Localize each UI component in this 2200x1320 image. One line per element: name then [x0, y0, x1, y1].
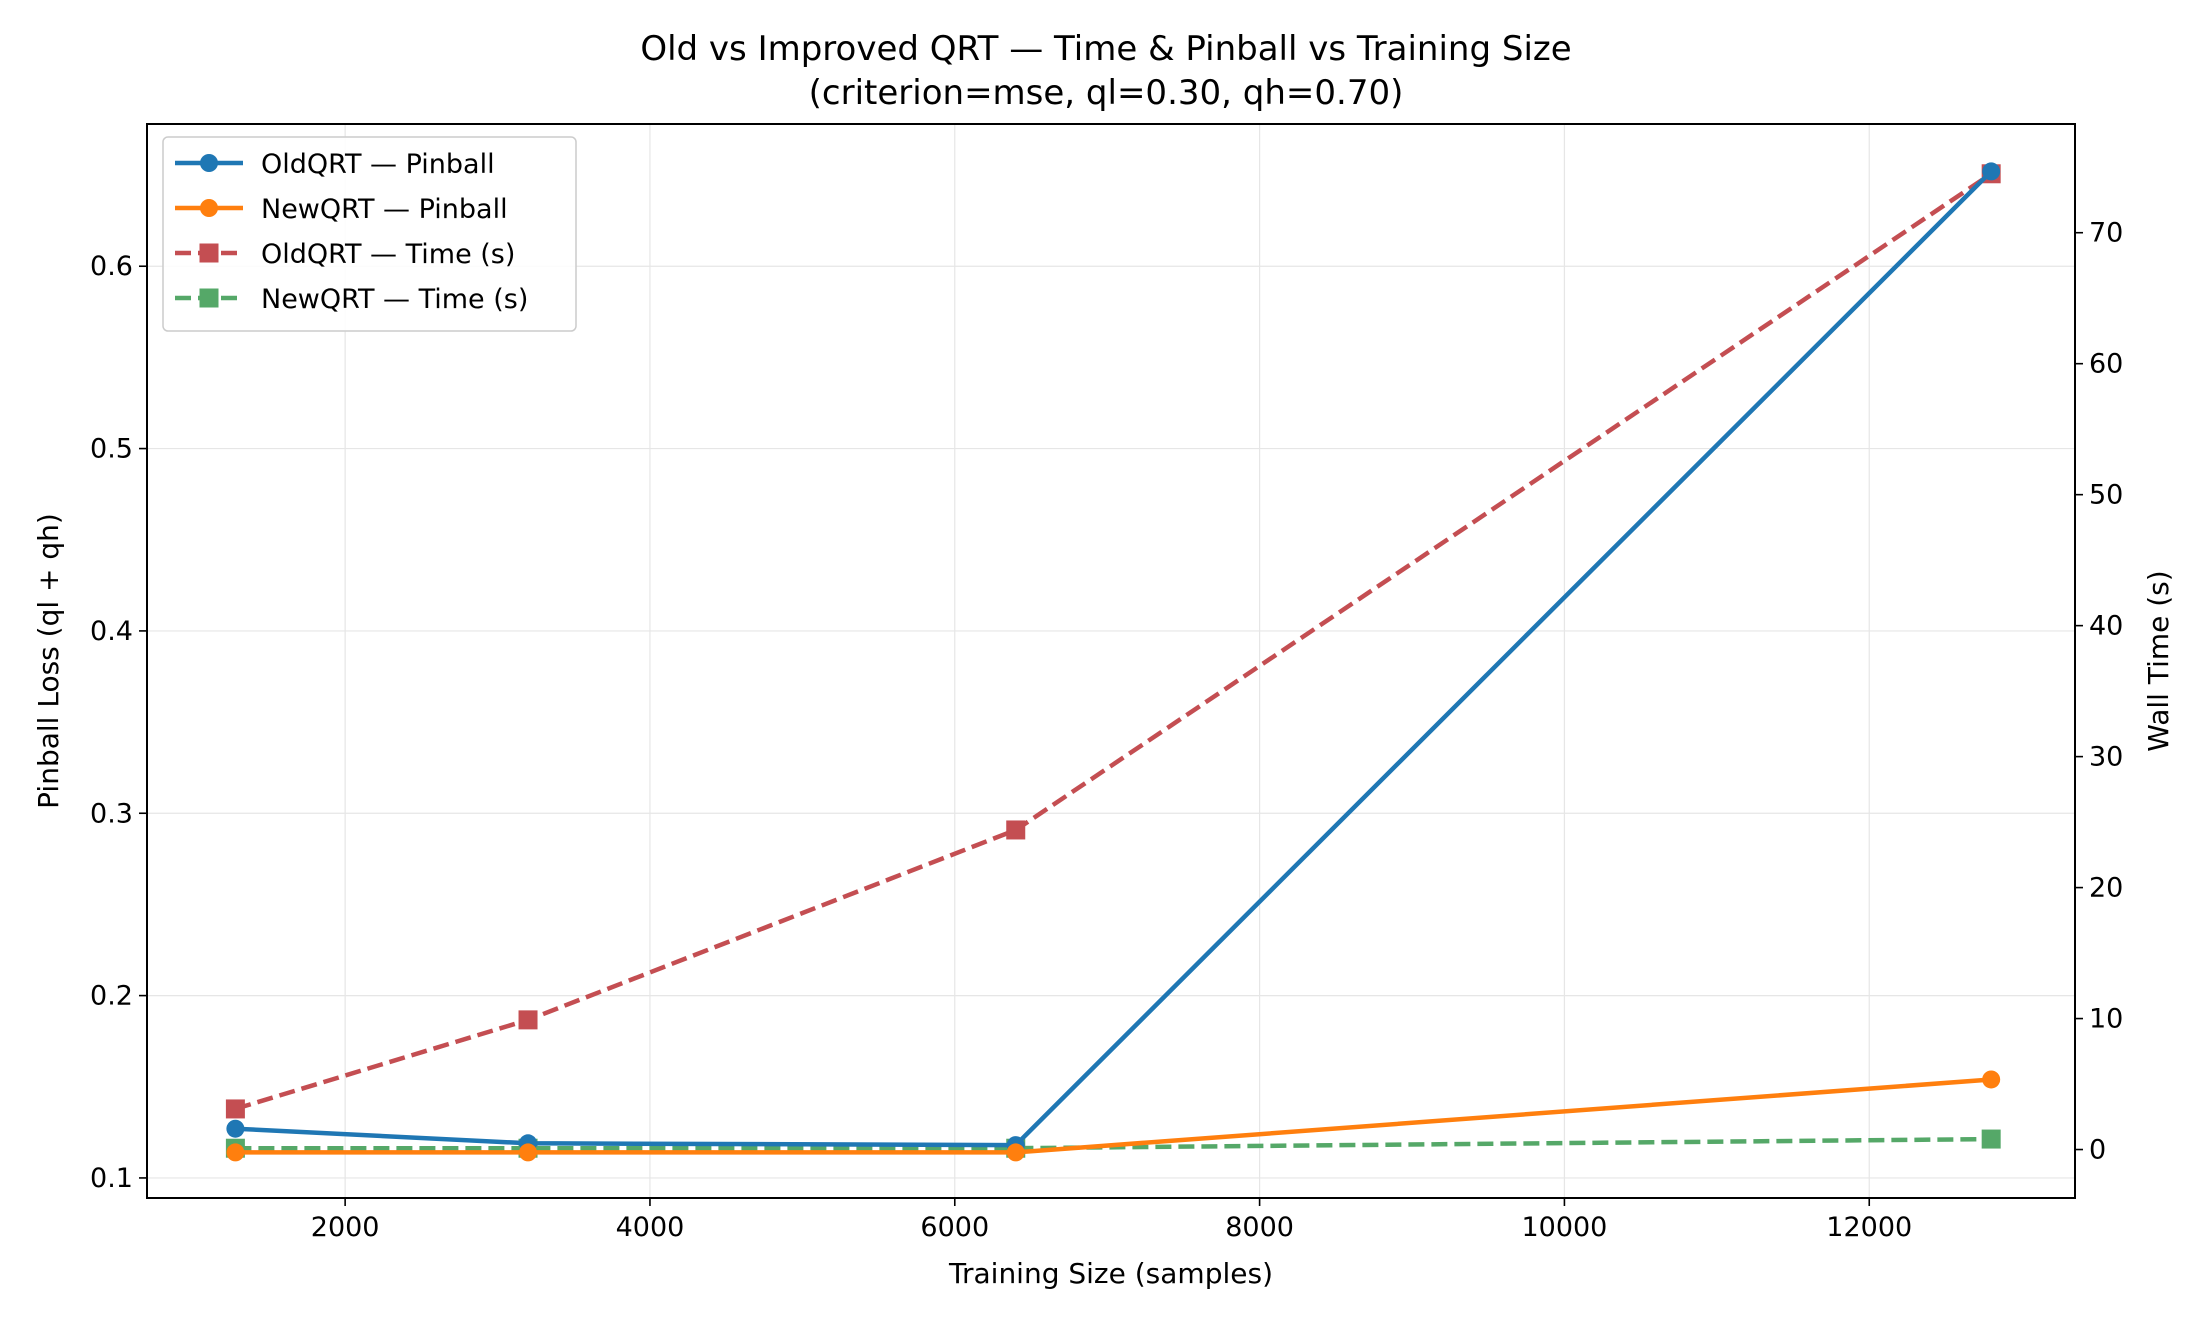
- y2-tick-label: 10: [2089, 1004, 2123, 1035]
- data-point: [1981, 1129, 2001, 1149]
- legend-frame: [162, 136, 577, 332]
- legend-swatch-marker: [199, 288, 219, 308]
- y2-tick-label: 20: [2089, 873, 2123, 904]
- y-tick-label: 0.5: [90, 434, 133, 465]
- legend-swatch-marker: [199, 243, 219, 263]
- data-point: [225, 1099, 245, 1119]
- x-tick-label: 8000: [1225, 1212, 1294, 1243]
- series-layer: [225, 162, 2001, 1162]
- y2-tick-label: 50: [2089, 480, 2123, 511]
- y2-tick-label: 70: [2089, 218, 2123, 249]
- data-point: [1982, 1070, 2001, 1089]
- x-tick-label: 6000: [920, 1212, 989, 1243]
- y-axis-ticks: 0.1 0.2 0.3 0.4 0.5 0.6: [90, 251, 147, 1194]
- legend-label: OldQRT — Pinball: [261, 149, 495, 180]
- x-tick-label: 12000: [1826, 1212, 1912, 1243]
- legend-swatch-marker: [200, 199, 218, 217]
- x-axis-ticks: 2000 4000 6000 8000 10000 12000: [311, 1198, 1912, 1243]
- x-tick-label: 10000: [1521, 1212, 1607, 1243]
- x-tick-label: 2000: [311, 1212, 380, 1243]
- series-line: [234, 171, 1993, 1112]
- data-point: [1982, 162, 2001, 181]
- y2-tick-label: 0: [2089, 1135, 2106, 1166]
- y2-tick-label: 60: [2089, 349, 2123, 380]
- y-axis-label: Pinball Loss (ql + qh): [32, 513, 65, 809]
- series-line: [235, 1077, 1992, 1155]
- data-point: [1006, 820, 1026, 840]
- data-point: [519, 1143, 538, 1162]
- legend-entry: OldQRT — Pinball: [175, 149, 495, 180]
- series-oldqrt-pinball: [226, 162, 2001, 1155]
- x-tick-label: 4000: [616, 1212, 685, 1243]
- legend-entry: NewQRT — Time (s): [175, 284, 528, 315]
- plot-frame: [146, 123, 2076, 1199]
- legend-entry: NewQRT — Pinball: [175, 194, 508, 225]
- y2-axis-label: Wall Time (s): [2142, 570, 2175, 751]
- chart-title: Old vs Improved QRT — Time & Pinball vs …: [640, 29, 1571, 69]
- series-line: [235, 169, 1993, 1148]
- y2-tick-label: 30: [2089, 742, 2123, 773]
- y-tick-label: 0.6: [90, 251, 133, 282]
- legend-label: NewQRT — Pinball: [261, 194, 508, 225]
- series-line: [235, 1136, 1992, 1151]
- y-tick-label: 0.2: [90, 981, 133, 1012]
- legend-label: NewQRT — Time (s): [261, 284, 528, 315]
- y-tick-label: 0.4: [90, 616, 133, 647]
- data-point: [226, 1119, 245, 1138]
- data-point: [518, 1010, 538, 1030]
- y2-axis-ticks: 0 10 20 30 40 50 60 70: [2075, 218, 2123, 1166]
- data-point: [226, 1143, 245, 1162]
- legend: OldQRT — Pinball NewQRT — Pinball OldQRT —…: [162, 136, 577, 332]
- legend-label: OldQRT — Time (s): [261, 239, 515, 270]
- legend-entry: OldQRT — Time (s): [175, 239, 515, 270]
- y-tick-label: 0.1: [90, 1163, 133, 1194]
- data-point: [1006, 1143, 1025, 1162]
- chart-subtitle: (criterion=mse, ql=0.30, qh=0.70): [809, 73, 1404, 113]
- y2-tick-label: 40: [2089, 611, 2123, 642]
- legend-swatch-marker: [200, 154, 218, 172]
- x-axis-label: Training Size (samples): [948, 1257, 1273, 1290]
- series-newqrt-pinball: [226, 1070, 2001, 1162]
- y-tick-label: 0.3: [90, 798, 133, 829]
